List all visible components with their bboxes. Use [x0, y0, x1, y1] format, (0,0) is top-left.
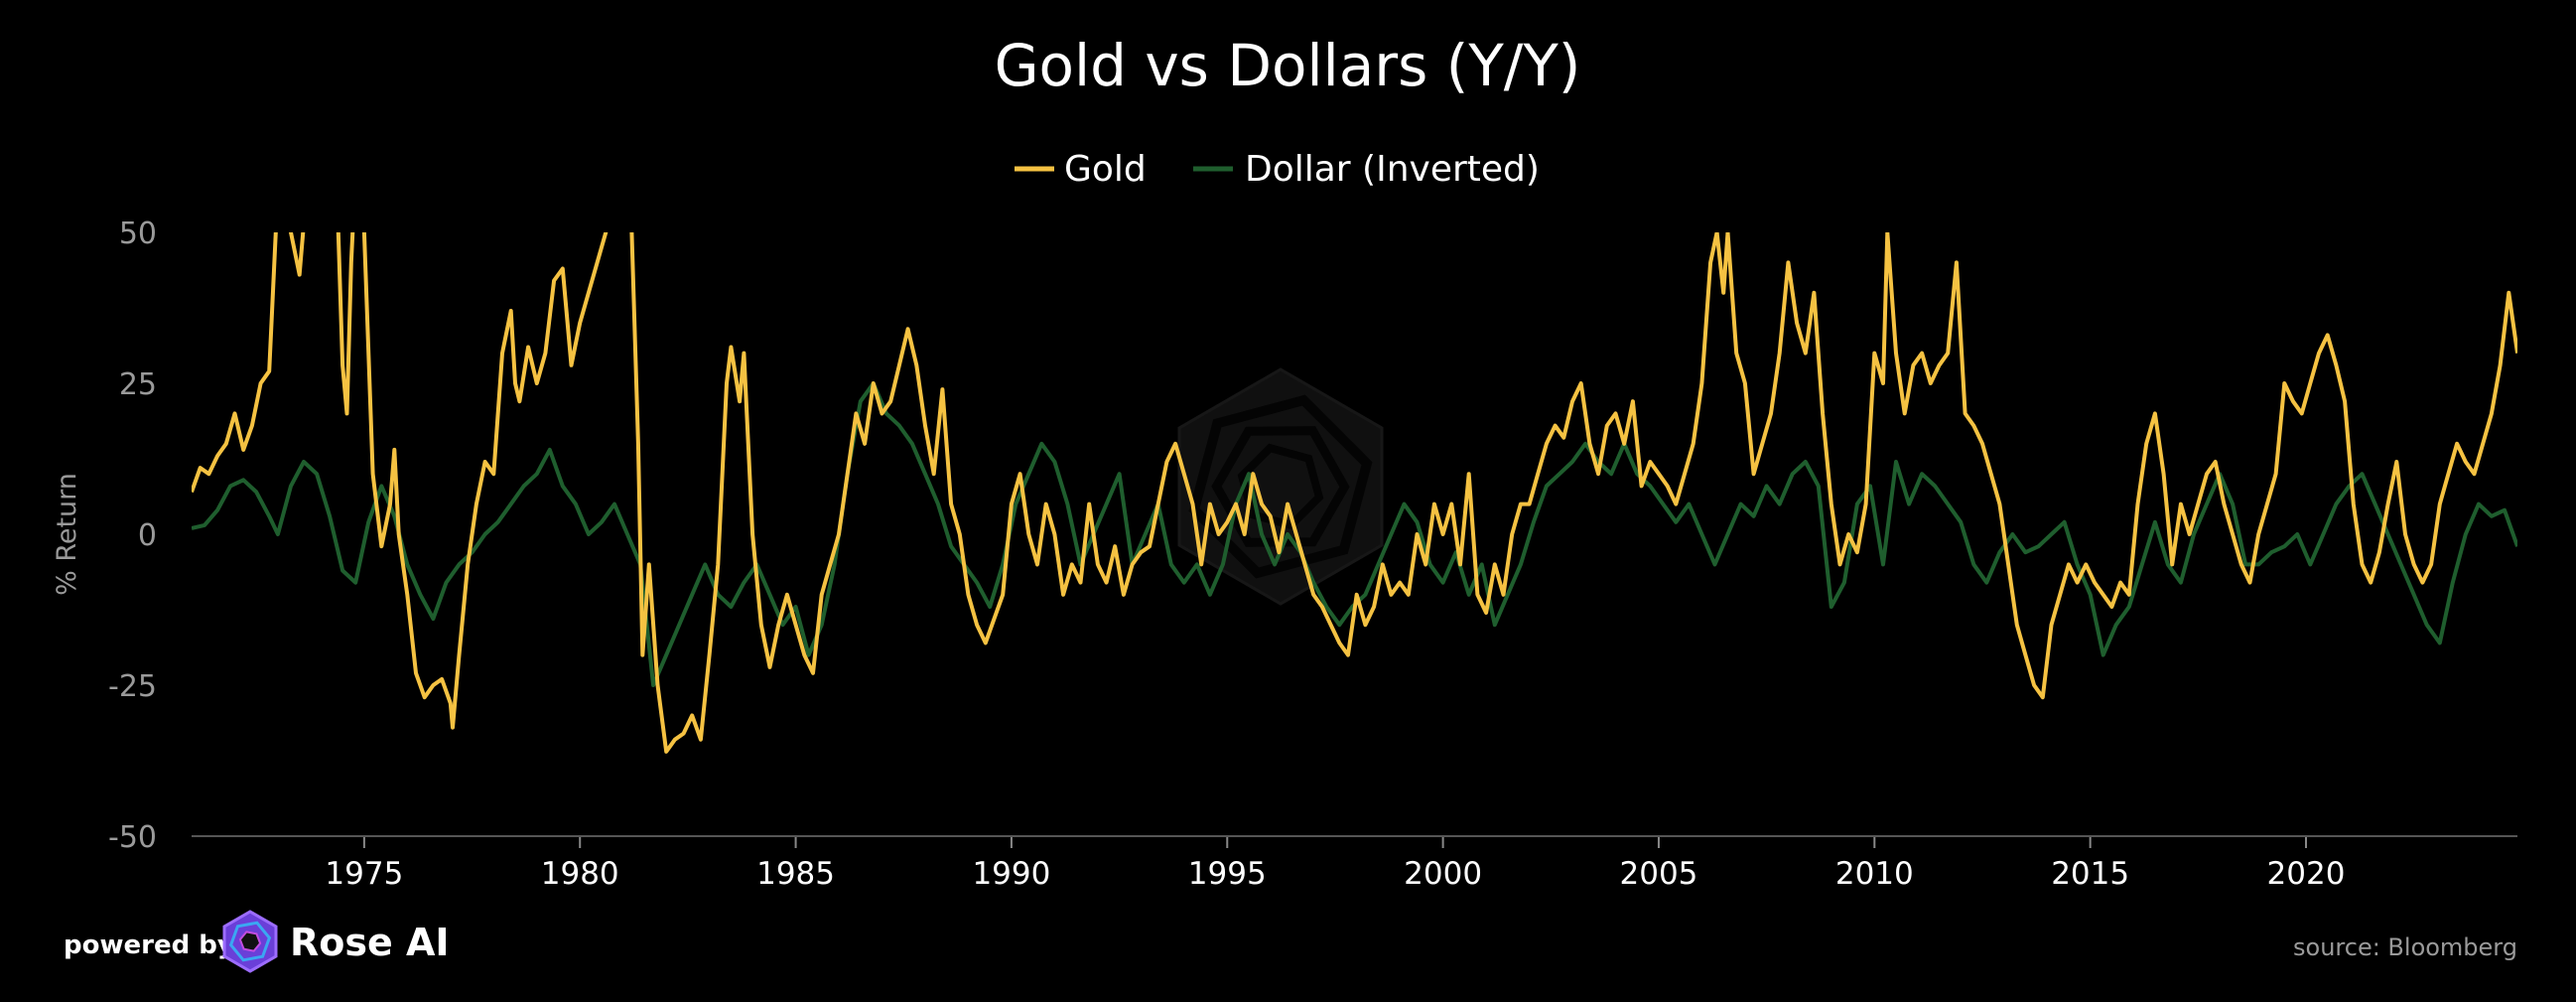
legend-dollar-label: Dollar (Inverted): [1245, 149, 1540, 190]
y-tick-label: 25: [119, 367, 157, 402]
x-tick-label: 1995: [1188, 856, 1267, 892]
x-tick-label: 1985: [756, 856, 835, 892]
y-axis-ticks: 50 25 0 -25 -50: [108, 216, 157, 855]
x-tick-label: 1975: [325, 856, 403, 892]
x-tick-label: 1980: [541, 856, 619, 892]
legend: Gold Dollar (Inverted): [1015, 149, 1540, 190]
source-label: source: Bloomberg: [2293, 933, 2517, 961]
x-tick-label: 2015: [2051, 856, 2129, 892]
watermark-logo-icon: [1177, 367, 1384, 606]
gold-series-line: [192, 232, 2517, 754]
legend-gold-label: Gold: [1064, 149, 1147, 190]
x-tick-label: 2000: [1404, 856, 1482, 892]
chart-title: Gold vs Dollars (Y/Y): [995, 32, 1581, 99]
x-tick-label: 2020: [2267, 856, 2346, 892]
x-tick-label: 1990: [972, 856, 1050, 892]
y-tick-label: 50: [119, 216, 157, 251]
x-tick-label: 2010: [1835, 856, 1914, 892]
rose-ai-logo-icon: [222, 910, 278, 973]
x-axis-ticks: 1975 1980 1985 1990 1995 2000 2005 2010 2015 2020: [325, 836, 2345, 892]
y-tick-label: -50: [108, 820, 157, 855]
y-tick-label: -25: [108, 669, 157, 704]
x-tick-label: 2005: [1620, 856, 1698, 892]
brand-name: Rose AI: [290, 921, 450, 964]
y-axis-label: % Return: [52, 473, 82, 596]
y-tick-label: 0: [138, 518, 157, 553]
powered-by-label: powered by: [64, 930, 234, 960]
dollar-inverted-series-line: [192, 381, 2517, 687]
